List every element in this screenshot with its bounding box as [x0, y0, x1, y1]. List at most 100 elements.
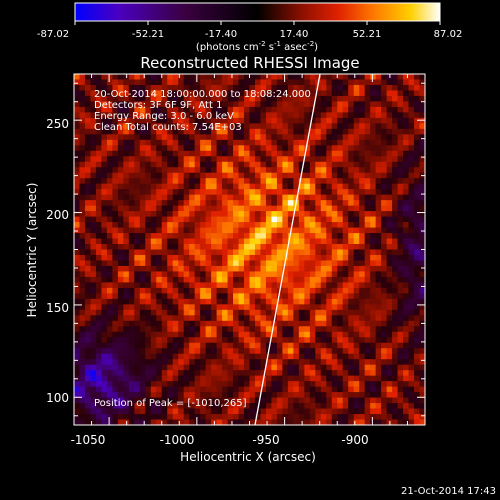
- heatmap-cell: [276, 298, 283, 305]
- heatmap-cell: [304, 298, 311, 305]
- heatmap-cell: [320, 381, 327, 388]
- heatmap-cell: [95, 161, 102, 168]
- heatmap-cell: [233, 216, 239, 223]
- heatmap-cell: [254, 320, 261, 327]
- heatmap-cell: [189, 183, 196, 190]
- heatmap-cell: [117, 194, 124, 201]
- heatmap-cell: [172, 254, 179, 261]
- heatmap-cell: [359, 381, 366, 388]
- heatmap-cell: [353, 84, 360, 91]
- heatmap-cell: [254, 106, 261, 113]
- heatmap-cell: [161, 359, 168, 366]
- heatmap-cell: [79, 189, 86, 196]
- heatmap-cell: [238, 161, 245, 168]
- heatmap-cell: [150, 265, 157, 272]
- heatmap-cell: [222, 370, 228, 377]
- heatmap-cell: [95, 200, 102, 207]
- heatmap-cell: [90, 194, 97, 201]
- heatmap-cell: [227, 156, 234, 163]
- heatmap-cell: [172, 271, 179, 278]
- heatmap-cell: [397, 331, 404, 338]
- heatmap-cell: [134, 287, 141, 294]
- heatmap-cell: [161, 79, 168, 86]
- heatmap-cell: [194, 84, 201, 91]
- heatmap-cell: [167, 408, 174, 415]
- heatmap-cell: [145, 123, 152, 130]
- heatmap-cell: [315, 293, 322, 300]
- heatmap-cell: [183, 222, 190, 228]
- annotation-clean: Clean Total counts: 7.54E+03: [94, 122, 242, 133]
- heatmap-cell: [265, 265, 272, 272]
- heatmap-cell: [265, 123, 272, 130]
- heatmap-cell: [249, 375, 256, 382]
- heatmap-cell: [200, 194, 207, 201]
- heatmap-cell: [194, 216, 201, 223]
- heatmap-cell: [282, 150, 289, 157]
- heatmap-cell: [194, 386, 201, 393]
- heatmap-cell: [414, 364, 420, 371]
- heatmap-cell: [249, 315, 256, 322]
- heatmap-cell: [304, 117, 311, 124]
- heatmap-cell: [84, 254, 91, 261]
- heatmap-cell: [123, 128, 130, 135]
- heatmap-cell: [90, 353, 97, 360]
- heatmap-cell: [304, 381, 311, 388]
- heatmap-cell: [238, 331, 245, 338]
- heatmap-cell: [156, 370, 163, 377]
- heatmap-cell: [227, 244, 234, 250]
- heatmap-cell: [342, 90, 349, 97]
- heatmap-cell: [348, 375, 355, 382]
- heatmap-cell: [194, 106, 201, 113]
- heatmap-cell: [315, 233, 322, 239]
- heatmap-cell: [381, 205, 388, 212]
- heatmap-cell: [276, 348, 283, 355]
- heatmap-cell: [95, 309, 102, 316]
- heatmap-cell: [123, 260, 130, 267]
- heatmap-cell: [408, 134, 415, 141]
- heatmap-cell: [84, 320, 91, 327]
- heatmap-cell: [222, 342, 228, 349]
- heatmap-cell: [348, 282, 355, 289]
- heatmap-cell: [222, 287, 228, 294]
- heatmap-cell: [79, 178, 86, 185]
- heatmap-cell: [128, 216, 135, 223]
- heatmap-cell: [276, 276, 283, 283]
- heatmap-cell: [156, 211, 163, 217]
- heatmap-cell: [254, 260, 261, 267]
- heatmap-cell: [150, 298, 157, 305]
- heatmap-cell: [167, 79, 174, 86]
- heatmap-cell: [326, 84, 333, 91]
- heatmap-cell: [353, 79, 360, 86]
- heatmap-cell: [145, 320, 152, 327]
- heatmap-cell: [397, 348, 404, 355]
- heatmap-cell: [326, 282, 333, 289]
- heatmap-cell: [101, 74, 108, 80]
- heatmap-cell: [79, 348, 86, 355]
- heatmap-cell: [150, 359, 157, 366]
- heatmap-cell: [74, 244, 80, 250]
- heatmap-cell: [392, 227, 398, 234]
- heatmap-cell: [238, 348, 245, 355]
- heatmap-cell: [205, 408, 212, 415]
- heatmap-cell: [276, 342, 283, 349]
- heatmap-cell: [265, 84, 272, 91]
- heatmap-cell: [298, 364, 305, 371]
- heatmap-cell: [282, 145, 289, 152]
- heatmap-cell: [123, 156, 130, 163]
- heatmap-cell: [216, 370, 223, 377]
- heatmap-cell: [414, 254, 420, 261]
- heatmap-cell: [227, 150, 234, 157]
- heatmap-cell: [359, 315, 366, 322]
- heatmap-cell: [79, 139, 86, 146]
- heatmap-cell: [298, 359, 305, 366]
- heatmap-cell: [293, 178, 300, 185]
- heatmap-cell: [194, 414, 201, 420]
- heatmap-cell: [304, 106, 311, 113]
- heatmap-cell: [117, 276, 124, 283]
- heatmap-cell: [139, 156, 146, 163]
- heatmap-cell: [403, 128, 409, 135]
- heatmap-cell: [386, 106, 393, 113]
- heatmap-cell: [128, 282, 135, 289]
- heatmap-cell: [381, 161, 388, 168]
- heatmap-cell: [90, 178, 97, 185]
